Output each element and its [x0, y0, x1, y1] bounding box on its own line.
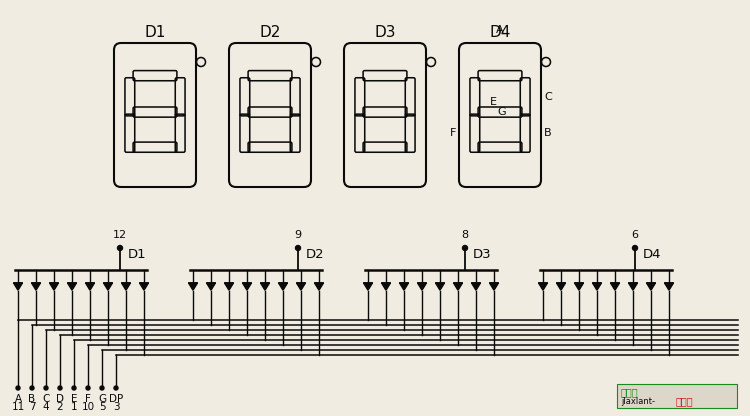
Polygon shape — [278, 283, 287, 290]
Text: D2: D2 — [260, 25, 280, 40]
Polygon shape — [436, 283, 445, 290]
Circle shape — [114, 386, 118, 390]
Circle shape — [296, 245, 301, 250]
Polygon shape — [592, 283, 602, 290]
Text: jlaxlant-: jlaxlant- — [621, 396, 655, 406]
Circle shape — [72, 386, 76, 390]
Polygon shape — [314, 283, 323, 290]
Polygon shape — [418, 283, 427, 290]
Text: 11: 11 — [11, 402, 25, 412]
Text: 12: 12 — [113, 230, 127, 240]
Circle shape — [100, 386, 104, 390]
Text: D1: D1 — [128, 248, 147, 260]
Polygon shape — [140, 283, 148, 290]
Polygon shape — [86, 283, 94, 290]
Polygon shape — [206, 283, 215, 290]
Polygon shape — [556, 283, 566, 290]
Polygon shape — [400, 283, 409, 290]
Circle shape — [86, 386, 90, 390]
Text: D3: D3 — [473, 248, 492, 260]
Text: F: F — [450, 128, 456, 138]
Text: D1: D1 — [144, 25, 166, 40]
Polygon shape — [188, 283, 197, 290]
Text: 1: 1 — [70, 402, 77, 412]
Polygon shape — [296, 283, 305, 290]
Text: 仿制品: 仿制品 — [621, 387, 638, 397]
Polygon shape — [364, 283, 373, 290]
Polygon shape — [13, 283, 22, 290]
Circle shape — [58, 386, 62, 390]
Polygon shape — [628, 283, 638, 290]
Text: E: E — [70, 394, 77, 404]
Circle shape — [44, 386, 48, 390]
Text: A: A — [14, 394, 22, 404]
Text: 4: 4 — [43, 402, 50, 412]
Text: 3: 3 — [112, 402, 119, 412]
Polygon shape — [104, 283, 112, 290]
Text: D2: D2 — [306, 248, 325, 260]
Text: 2: 2 — [57, 402, 63, 412]
Polygon shape — [454, 283, 463, 290]
Circle shape — [463, 245, 467, 250]
Polygon shape — [490, 283, 499, 290]
Text: D: D — [56, 394, 64, 404]
Text: 9: 9 — [295, 230, 302, 240]
Text: B: B — [544, 128, 551, 138]
Text: DP: DP — [109, 394, 123, 404]
Polygon shape — [664, 283, 674, 290]
Polygon shape — [382, 283, 391, 290]
Text: G: G — [98, 394, 106, 404]
Text: D4: D4 — [489, 25, 511, 40]
Text: 5: 5 — [99, 402, 105, 412]
Polygon shape — [68, 283, 76, 290]
Text: B: B — [28, 394, 35, 404]
Text: A: A — [496, 25, 504, 35]
FancyBboxPatch shape — [617, 384, 737, 408]
Polygon shape — [610, 283, 620, 290]
Polygon shape — [50, 283, 58, 290]
Circle shape — [16, 386, 20, 390]
Polygon shape — [538, 283, 548, 290]
Circle shape — [118, 245, 122, 250]
Circle shape — [30, 386, 34, 390]
Text: 数版社: 数版社 — [676, 396, 694, 406]
Text: C: C — [42, 394, 50, 404]
Text: 8: 8 — [461, 230, 469, 240]
Polygon shape — [224, 283, 233, 290]
Text: 6: 6 — [632, 230, 638, 240]
Text: 7: 7 — [28, 402, 35, 412]
Text: E: E — [490, 97, 496, 107]
Text: 10: 10 — [82, 402, 94, 412]
Polygon shape — [472, 283, 481, 290]
Text: F: F — [85, 394, 91, 404]
Text: D4: D4 — [643, 248, 662, 260]
Polygon shape — [646, 283, 656, 290]
Polygon shape — [32, 283, 40, 290]
Text: D3: D3 — [374, 25, 396, 40]
Polygon shape — [242, 283, 251, 290]
Text: C: C — [544, 92, 552, 102]
Polygon shape — [260, 283, 269, 290]
Circle shape — [632, 245, 638, 250]
Polygon shape — [574, 283, 584, 290]
Text: G: G — [498, 107, 506, 117]
Polygon shape — [122, 283, 130, 290]
